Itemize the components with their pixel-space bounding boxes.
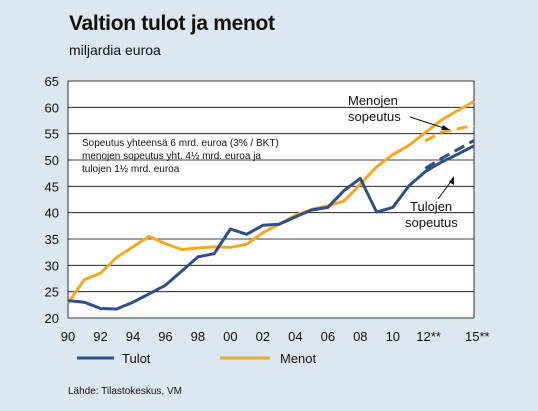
x-tick-label: 06 [321,329,335,344]
series-lines [66,100,475,311]
y-tick-label: 50 [45,153,59,168]
series-line-tulot [67,144,475,311]
series-line-menojen-sopeutus [424,123,475,143]
tulojen-callout-arrow [437,179,453,200]
y-tick-label: 35 [45,232,59,247]
x-tick-label: 08 [353,329,367,344]
plot-area [68,81,474,318]
annotation-line-1: Sopeutus yhteensä 6 mrd. euroa (3% / BKT… [82,138,279,149]
chart-title: Valtion tulot ja menot [69,12,275,35]
x-tick-label: 15** [465,329,490,344]
x-tick-label: 98 [191,329,205,344]
y-tick-label: 60 [45,100,59,115]
x-tick-label: 94 [126,329,140,344]
legend: Tulot Menot [77,351,317,366]
menojen-callout-line-1: Menojen [348,93,398,108]
grid-lines [67,80,475,319]
y-tick-label: 40 [45,206,59,221]
y-tick-label: 20 [45,311,59,326]
y-tick-label: 30 [45,258,59,273]
x-tick-label: 02 [256,329,270,344]
annotation-line-3: tulojen 1½ mrd. euroa [82,164,180,175]
menojen-sopeutus-callout: Menojen sopeutus [348,93,450,130]
x-axis-ticks: 90 92 94 96 98 00 02 04 06 08 10 12** 15** [61,329,490,344]
series-line-menot [66,100,475,305]
legend-label-tulot: Tulot [122,351,151,366]
x-tick-label: 00 [223,329,237,344]
series-line-tulojen-sopeutus [424,139,475,170]
chart-subtitle: miljardia euroa [69,42,161,58]
menojen-callout-line-2: sopeutus [348,109,401,124]
tulojen-callout-line-1: Tulojen [410,199,452,214]
tulojen-callout-line-2: sopeutus [405,215,458,230]
y-tick-label: 55 [45,127,59,142]
x-tick-label: 12** [416,329,441,344]
menojen-callout-arrow [409,116,448,130]
chart-source: Lähde: Tilastokeskus, VM [68,386,182,397]
x-tick-label: 10 [386,329,400,344]
tulojen-sopeutus-callout: Tulojen sopeutus [405,176,458,230]
legend-label-menot: Menot [280,351,317,366]
y-tick-label: 45 [45,179,59,194]
x-tick-label: 90 [61,329,75,344]
x-tick-label: 96 [158,329,172,344]
menojen-callout-arrowhead [441,125,450,130]
y-tick-label: 25 [45,285,59,300]
y-axis-ticks: 20 25 30 35 40 45 50 55 60 65 [45,74,59,326]
annotation-line-2: menojen sopeutus yht. 4½ mrd. euroa ja [82,151,261,162]
annotation-box: Sopeutus yhteensä 6 mrd. euroa (3% / BKT… [82,138,279,175]
x-tick-label: 92 [93,329,107,344]
tulojen-callout-arrowhead [449,176,454,185]
y-tick-label: 65 [45,74,59,89]
x-tick-label: 04 [288,329,302,344]
